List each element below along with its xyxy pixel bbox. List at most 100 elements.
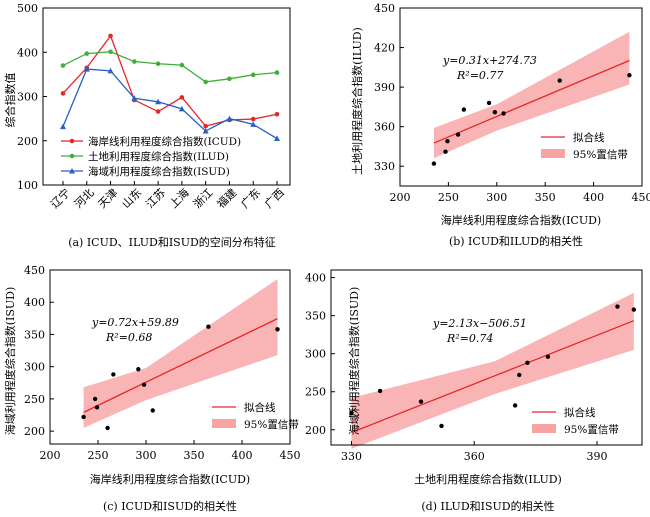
chart-a-ytick-label: 200	[17, 135, 38, 148]
chart-c-legend-fit-label: 拟合线	[244, 401, 276, 414]
chart-b-ytick-label: 360	[374, 121, 395, 134]
chart-a-xtick-label: 山东	[119, 186, 144, 211]
chart-c-data-point	[94, 405, 100, 410]
chart-d-ytick-label: 300	[305, 348, 326, 361]
chart-c-ylabel: 海域利用程度综合指数(ISUD)	[3, 287, 17, 436]
chart-c-data-point	[275, 327, 280, 332]
chart-a-legend-label-0: 海岸线利用程度综合指数(ICUD)	[88, 135, 241, 148]
chart-a-xtick-label: 广西	[262, 186, 287, 211]
chart-b-caption: (b) ICUD和ILUD的相关性	[449, 234, 583, 248]
chart-a-ytick-label: 100	[17, 179, 38, 192]
chart-a-series-2-point	[274, 135, 280, 142]
chart-d-data-point	[631, 307, 637, 312]
chart-b-xtick-label: 450	[632, 191, 650, 204]
chart-b-xlabel: 海岸线利用程度综合指数(ICUD)	[441, 213, 601, 227]
chart-b-xtick-label: 400	[583, 191, 604, 204]
chart-b-data-point	[486, 100, 492, 106]
chart-c-xtick-label: 300	[136, 449, 157, 462]
chart-a-series-1-point	[203, 79, 208, 85]
chart-b-data-point	[455, 132, 461, 137]
chart-a-series-1-point	[179, 62, 185, 68]
chart-d-data-point	[349, 410, 354, 416]
chart-b-data-point	[461, 107, 467, 112]
chart-c-ytick-label: 400	[24, 296, 45, 309]
chart-d-legend-fit-label: 拟合线	[564, 406, 596, 419]
chart-d-legend-band-label: 95%置信带	[564, 424, 619, 436]
chart-a-series-1-point	[227, 76, 232, 82]
chart-a-ylabel: 综合指数值	[3, 73, 17, 128]
chart-c-confidence-band	[83, 279, 278, 428]
chart-d-ytick-label: 350	[305, 310, 326, 323]
chart-c-data-point	[141, 382, 147, 387]
chart-c-fit-line	[83, 318, 278, 413]
chart-c-xtick-label: 350	[184, 449, 205, 462]
chart-a-series-0-point	[274, 111, 280, 117]
chart-a-series-0-point	[250, 116, 256, 122]
chart-a-xtick-label: 江苏	[143, 186, 168, 211]
chart-b-equation: y=0.31x+274.73	[442, 54, 537, 67]
chart-a-series-0-point	[60, 91, 66, 96]
chart-b-xtick-label: 350	[535, 191, 556, 204]
chart-b-xtick-label: 300	[486, 191, 507, 204]
chart-a-series-2-point	[202, 128, 209, 134]
chart-a-legend-label-2: 海域利用程度综合指数(ISUD)	[88, 165, 230, 178]
chart-a-series-2-point	[226, 115, 233, 122]
chart-b-data-point	[445, 138, 450, 144]
chart-c-data-point	[105, 425, 110, 431]
chart-a-series-2-point	[155, 98, 162, 105]
chart-a-ytick-label: 500	[17, 2, 38, 15]
chart-a-xtick-label: 广东	[238, 186, 263, 211]
chart-a-series-2-point	[60, 123, 66, 130]
chart-d-data-point	[418, 399, 424, 404]
chart-c-data-point	[111, 372, 116, 377]
chart-a-series-0-point	[108, 33, 113, 39]
chart-b-xtick-label: 200	[390, 191, 411, 204]
chart-b-confidence-band	[433, 31, 630, 159]
chart-b-data-point	[431, 161, 437, 166]
chart-c-icud-isud-correlation: 200 250 300 350 400 450 200 250 300 350 400 450 y=0.…	[3, 264, 301, 513]
chart-c-xtick-label: 200	[40, 449, 61, 462]
chart-d-r-squared: R²=0.74	[446, 332, 493, 345]
chart-b-xtick-label: 250	[438, 191, 459, 204]
chart-d-data-point	[545, 354, 551, 359]
chart-d-data-point	[377, 388, 383, 394]
chart-c-ytick-label: 250	[24, 393, 45, 406]
chart-a-legend-marker-1	[69, 153, 75, 159]
chart-d-xlabel: 土地利用程度综合指数(ILUD)	[414, 472, 562, 486]
chart-c-xlabel: 海岸线利用程度综合指数(ICUD)	[90, 472, 250, 486]
chart-c-equation: y=0.72x+59.89	[91, 316, 179, 329]
chart-b-legend-band-label: 95%置信带	[573, 149, 628, 161]
chart-a-xtick-label: 天津	[96, 186, 121, 211]
chart-a-series-1-point	[132, 59, 137, 64]
chart-b-legend-band-swatch	[541, 149, 565, 158]
chart-d-data-point	[517, 372, 522, 378]
chart-d-equation: y=2.13x−506.51	[432, 317, 527, 330]
chart-a-series-line-0	[62, 34, 278, 127]
chart-a-legend-marker-2	[69, 168, 75, 174]
chart-a-series-2-point	[178, 105, 185, 112]
chart-c-legend-band-label: 95%置信带	[244, 419, 299, 431]
chart-a-series-1-point	[60, 63, 66, 68]
chart-c-xtick-label: 250	[88, 449, 109, 462]
chart-c-r-squared: R²=0.68	[105, 331, 152, 344]
chart-a-series-1-point	[155, 61, 161, 67]
chart-b-ylabel: 土地利用程度综合指数(ILUD)	[350, 27, 364, 175]
chart-d-ylabel: 海域利用程度综合指数(ISUD)	[347, 287, 361, 436]
chart-d-ytick-label: 250	[305, 386, 326, 399]
chart-a-ytick-label: 300	[17, 91, 38, 104]
chart-b-data-point	[627, 73, 632, 78]
chart-a-xtick-label: 福建	[214, 185, 239, 210]
chart-d-ytick-label: 400	[305, 272, 326, 285]
chart-b-fit-line	[433, 59, 630, 144]
chart-b-ytick-label: 420	[374, 42, 395, 55]
chart-c-data-point	[92, 396, 98, 402]
chart-c-ytick-label: 450	[24, 264, 45, 277]
chart-d-caption: (d) ILUD和ISUD的相关性	[421, 499, 554, 513]
chart-c-data-point	[206, 324, 211, 329]
chart-d-fit-line	[351, 320, 635, 434]
chart-c-caption: (c) ICUD和ISUD的相关性	[103, 499, 237, 513]
chart-c-data-point	[150, 408, 155, 413]
chart-a-caption: (a) ICUD、ILUD和ISUD的空间分布特征	[68, 235, 276, 249]
chart-a-series-2-point	[250, 121, 257, 127]
